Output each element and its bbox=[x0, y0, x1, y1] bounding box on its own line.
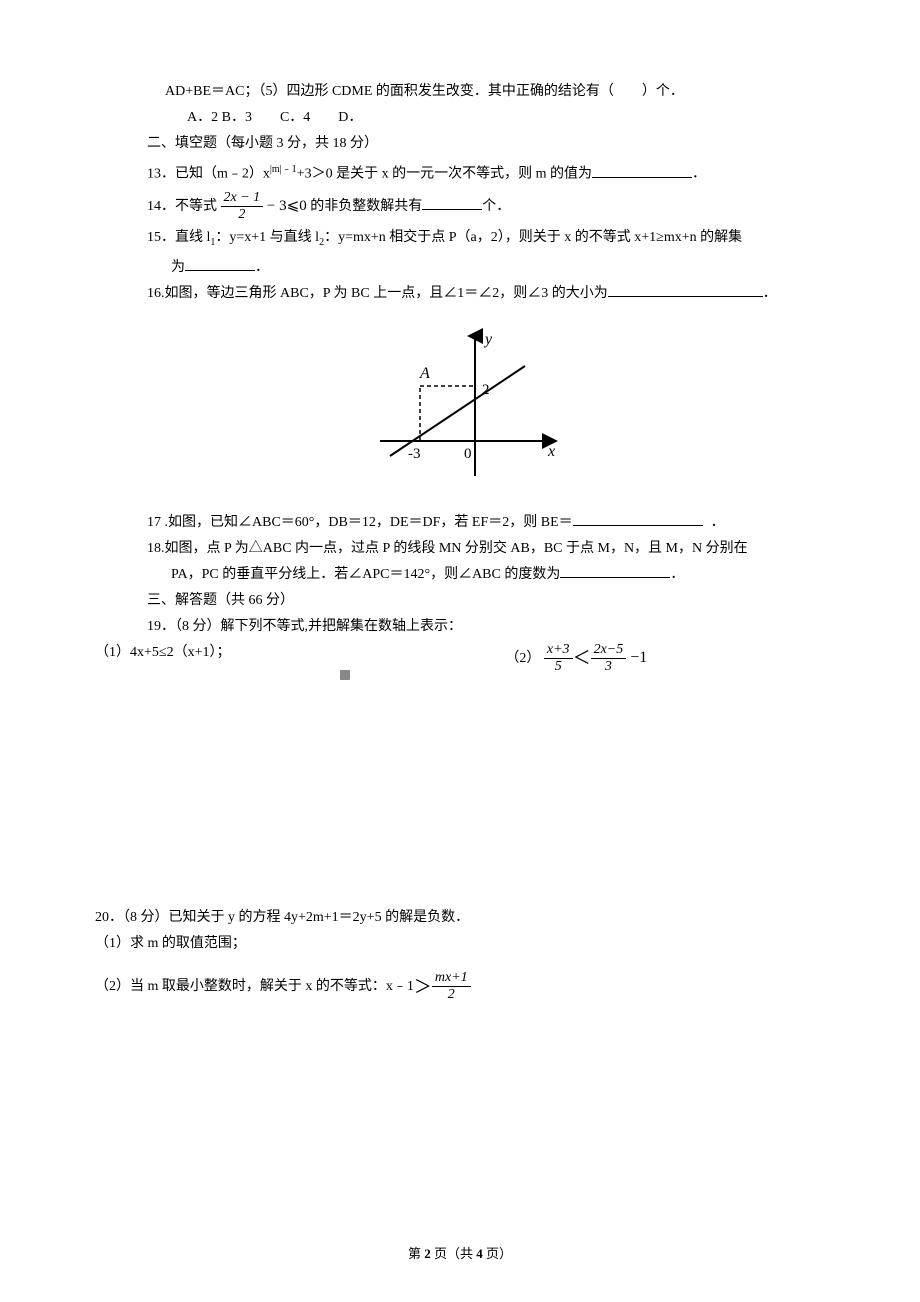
q20-part2: （2）当 m 取最小整数时，解关于 x 的不等式：x﹣1＞mx+12 bbox=[95, 970, 825, 1004]
q13-pre: 13．已知（m﹣2）x bbox=[147, 167, 270, 182]
q16-text: 16.如图，等边三角形 ABC，P 为 BC 上一点，且∠1＝∠2，则∠3 的大… bbox=[147, 286, 608, 301]
q13-sup: |m|﹣1 bbox=[270, 164, 297, 175]
q14-unit: 个． bbox=[482, 199, 510, 214]
q15-pre2: 为 bbox=[171, 260, 185, 275]
point-a-label: A bbox=[419, 365, 430, 382]
section2-header: 二、填空题（每小题 3 分，共 18 分） bbox=[95, 132, 825, 156]
q14-frac-num: 2x − 1 bbox=[221, 190, 264, 207]
q17-text: 17 .如图，已知∠ABC＝60°，DB＝12，DE＝DF，若 EF＝2，则 B… bbox=[147, 515, 573, 530]
q18-line2: PA，PC 的垂直平分线上．若∠APC＝142°，则∠ABC 的度数为 ． bbox=[95, 563, 825, 587]
q19-parts: （1）4x+5≤2（x+1）； （2） x+35＜2x−53 −1 bbox=[95, 641, 825, 675]
q19-frac1-den: 5 bbox=[544, 659, 573, 675]
q18-period: ． bbox=[670, 567, 684, 582]
q12-continuation: AD+BE＝AC；（5）四边形 CDME 的面积发生改变．其中正确的结论有（ ）… bbox=[95, 80, 825, 104]
q19-frac1-num: x+3 bbox=[544, 642, 573, 659]
q20-intro: 20．（8 分）已知关于 y 的方程 4y+2m+1＝2y+5 的解是负数． bbox=[95, 906, 825, 930]
q19-tail: −1 bbox=[626, 649, 647, 666]
page-content: AD+BE＝AC；（5）四边形 CDME 的面积发生改变．其中正确的结论有（ ）… bbox=[0, 0, 920, 1004]
q18-line1: 18.如图，点 P 为△ABC 内一点，过点 P 的线段 MN 分别交 AB，B… bbox=[95, 537, 825, 561]
q19-intro: 19．（8 分）解下列不等式,并把解集在数轴上表示： bbox=[95, 615, 825, 639]
spacer2 bbox=[95, 958, 825, 970]
q16: 16.如图，等边三角形 ABC，P 为 BC 上一点，且∠1＝∠2，则∠3 的大… bbox=[95, 282, 825, 306]
q19-part2: （2） x+35＜2x−53 −1 bbox=[445, 641, 825, 675]
q19-frac1: x+35 bbox=[544, 642, 573, 675]
q14-mid: − 3⩽0 bbox=[263, 198, 307, 214]
q15-blank bbox=[185, 257, 255, 271]
q17-blank bbox=[573, 512, 703, 526]
q19-part2-label: （2） bbox=[445, 651, 540, 666]
q20-frac-den: 2 bbox=[432, 987, 471, 1003]
spacer bbox=[95, 676, 825, 906]
q14-fraction: 2x − 12 bbox=[221, 190, 264, 223]
q20-gt: ＞ bbox=[414, 977, 432, 997]
tick-2: 2 bbox=[482, 382, 490, 398]
q18-pre2: PA，PC 的垂直平分线上．若∠APC＝142°，则∠ABC 的度数为 bbox=[171, 567, 560, 582]
tick-neg3: -3 bbox=[408, 446, 421, 462]
q15-a: 15．直线 l bbox=[147, 230, 210, 245]
q19-frac2: 2x−53 bbox=[591, 642, 627, 675]
q20-frac-num: mx+1 bbox=[432, 970, 471, 987]
footer-pre: 第 bbox=[408, 1246, 424, 1261]
y-label: y bbox=[483, 331, 493, 348]
page-footer: 第 2 页（共 4 页） bbox=[0, 1243, 920, 1262]
origin-label: 0 bbox=[464, 446, 472, 462]
q13-post: +3＞0 是关于 x 的一元一次不等式，则 m 的值为 bbox=[297, 167, 592, 182]
q16-period: ． bbox=[763, 286, 777, 301]
q15-line2: 为． bbox=[95, 256, 825, 280]
q20-frac: mx+12 bbox=[432, 970, 471, 1003]
q14-pre: 14．不等式 bbox=[147, 199, 221, 214]
q20-pre: （2）当 m 取最小整数时，解关于 x 的不等式：x﹣1 bbox=[95, 979, 414, 994]
q13-blank bbox=[592, 164, 692, 178]
q14-frac-den: 2 bbox=[221, 207, 264, 223]
q15-period: ． bbox=[255, 260, 269, 275]
q14-post: 的非负整数解共有 bbox=[307, 199, 423, 214]
q20-part1: （1）求 m 的取值范围； bbox=[95, 932, 825, 956]
q15-c: ：y=mx+n 相交于点 P（a，2），则关于 x 的不等式 x+1≥mx+n … bbox=[324, 230, 742, 245]
q12-options: A．2 B．3 C．4 D． bbox=[95, 106, 825, 130]
graph-svg: y x A 2 -3 0 bbox=[360, 326, 560, 486]
q16-blank bbox=[608, 283, 763, 297]
footer-post: 页） bbox=[483, 1246, 512, 1261]
footer-mid: 页（共 bbox=[431, 1246, 477, 1261]
section3-header: 三、解答题（共 66 分） bbox=[95, 589, 825, 613]
watermark-dot bbox=[340, 670, 350, 680]
q17: 17 .如图，已知∠ABC＝60°，DB＝12，DE＝DF，若 EF＝2，则 B… bbox=[95, 511, 825, 535]
q14: 14．不等式 2x − 12 − 3⩽0 的非负整数解共有 个． bbox=[95, 189, 825, 224]
q19-part1: （1）4x+5≤2（x+1）； bbox=[95, 641, 445, 675]
x-label: x bbox=[547, 443, 555, 460]
q19-lt: ＜ bbox=[573, 648, 591, 668]
q15-b: ：y=x+1 与直线 l bbox=[215, 230, 319, 245]
graph-line bbox=[390, 366, 525, 456]
coordinate-graph: y x A 2 -3 0 bbox=[95, 326, 825, 491]
q15-line1: 15．直线 l1：y=x+1 与直线 l2：y=mx+n 相交于点 P（a，2）… bbox=[95, 226, 825, 255]
q13-period: ． bbox=[692, 167, 706, 182]
q14-blank bbox=[422, 196, 482, 210]
q13: 13．已知（m﹣2）x|m|﹣1+3＞0 是关于 x 的一元一次不等式，则 m … bbox=[95, 158, 825, 187]
q19-frac2-num: 2x−5 bbox=[591, 642, 627, 659]
q19-frac2-den: 3 bbox=[591, 659, 627, 675]
q17-period: ． bbox=[711, 515, 725, 530]
q18-blank bbox=[560, 564, 670, 578]
